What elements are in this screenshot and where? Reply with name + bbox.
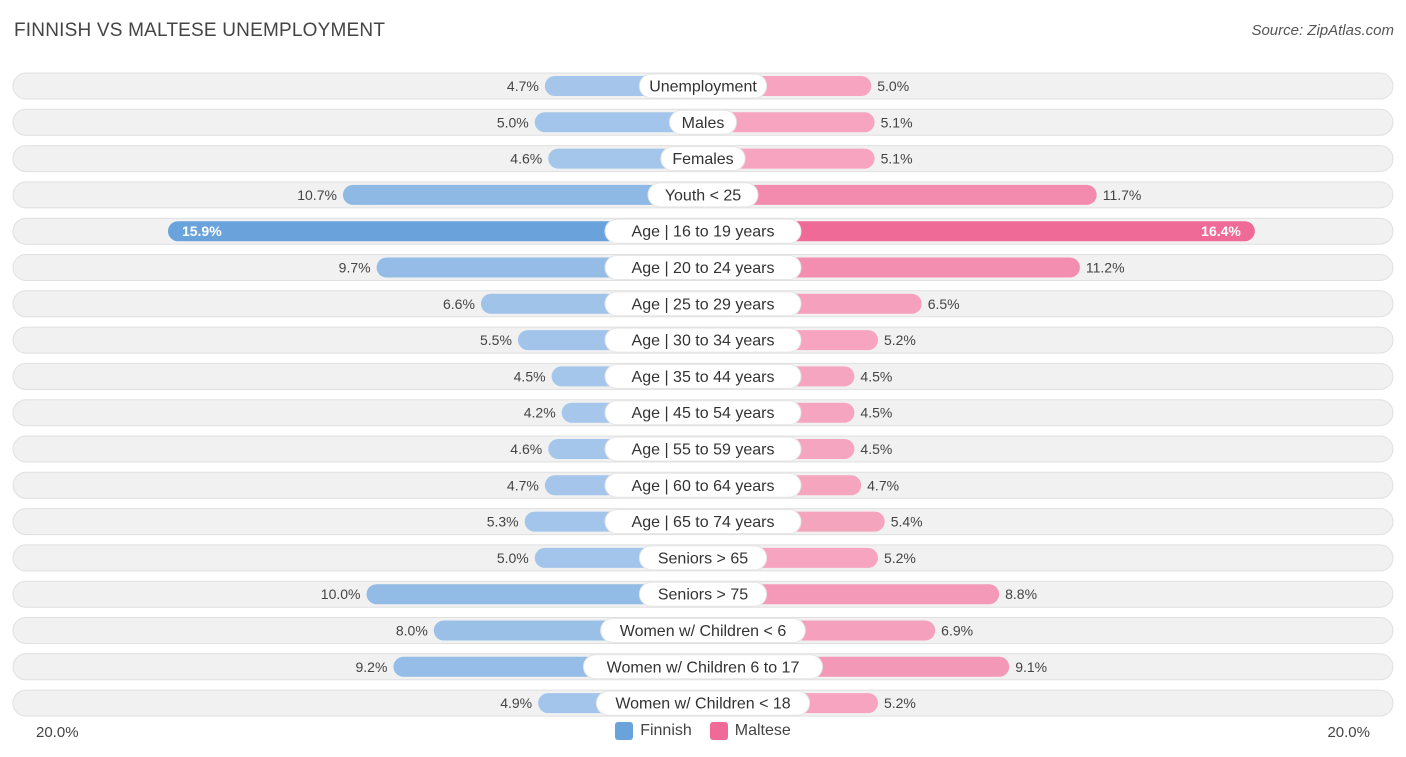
category-label: Women w/ Children < 18 — [615, 696, 790, 713]
source-label: Source: ZipAtlas.com — [1251, 22, 1394, 39]
value-label-maltese: 9.1% — [1015, 659, 1047, 675]
bar-maltese — [703, 148, 875, 169]
value-label-finnish: 5.0% — [497, 550, 529, 566]
bar-finnish — [534, 112, 703, 133]
value-label-maltese: 4.7% — [867, 477, 899, 493]
category-pill — [604, 363, 802, 389]
category-pill — [604, 291, 802, 317]
value-label-maltese: 6.9% — [941, 623, 973, 639]
category-pill — [604, 255, 802, 280]
category-label: Age | 60 to 64 years — [632, 478, 775, 495]
value-label-finnish: 5.3% — [487, 514, 519, 530]
category-pill — [604, 218, 802, 244]
bar-maltese — [703, 112, 875, 133]
value-label-finnish: 4.7% — [507, 477, 539, 493]
value-label-maltese: 5.2% — [884, 550, 916, 566]
axis-left-label: 20.0% — [36, 724, 79, 741]
legend-swatch-finnish — [615, 722, 634, 740]
category-label: Age | 30 to 34 years — [632, 333, 775, 350]
category-pill — [638, 545, 768, 571]
category-pill — [595, 690, 811, 716]
category-label: Age | 65 to 74 years — [632, 514, 775, 531]
category-pill — [604, 400, 802, 426]
value-label-maltese: 4.5% — [860, 405, 892, 421]
category-label: Age | 55 to 59 years — [632, 442, 775, 459]
value-label-maltese: 4.5% — [860, 441, 892, 457]
value-label-finnish: 10.7% — [297, 187, 337, 203]
category-label: Age | 35 to 44 years — [632, 369, 775, 386]
bar-maltese — [703, 584, 1000, 605]
category-label: Youth < 25 — [665, 187, 741, 204]
category-pill — [604, 509, 802, 535]
category-label: Seniors > 75 — [658, 587, 748, 604]
category-label: Age | 16 to 19 years — [632, 224, 775, 241]
category-pill — [647, 182, 759, 208]
value-label-finnish: 4.5% — [514, 368, 546, 384]
value-label-maltese: 5.2% — [884, 695, 916, 711]
category-label: Age | 25 to 29 years — [632, 296, 775, 313]
legend-label-maltese: Maltese — [734, 722, 791, 739]
value-label-maltese: 8.8% — [1005, 586, 1037, 602]
chart-title: FINNISH VS MALTESE UNEMPLOYMENT — [14, 20, 386, 41]
bar-finnish — [167, 221, 704, 242]
bar-finnish — [342, 184, 703, 205]
value-label-maltese: 5.2% — [884, 332, 916, 348]
value-label-maltese: 5.4% — [891, 514, 923, 530]
category-label: Seniors > 65 — [658, 550, 748, 567]
category-label: Women w/ Children 6 to 17 — [607, 659, 800, 676]
value-label-maltese: 11.2% — [1086, 260, 1125, 276]
category-pill — [604, 436, 802, 462]
value-label-maltese: 4.5% — [860, 368, 892, 384]
bar-maltese — [703, 184, 1097, 205]
value-label-maltese: 6.5% — [928, 296, 960, 312]
value-label-finnish: 15.9% — [182, 223, 222, 239]
category-pill — [604, 327, 802, 353]
category-pill — [638, 581, 768, 607]
bar-maltese — [703, 221, 1255, 242]
category-pill — [583, 654, 823, 680]
value-label-finnish: 4.2% — [524, 405, 556, 421]
value-label-finnish: 8.0% — [396, 623, 428, 639]
legend-item-finnish[interactable]: Finnish — [615, 722, 692, 740]
value-label-finnish: 9.2% — [355, 659, 387, 675]
category-label: Age | 20 to 24 years — [632, 260, 775, 277]
value-label-finnish: 5.0% — [497, 114, 529, 130]
legend: Finnish Maltese — [0, 722, 1406, 740]
value-label-maltese: 11.7% — [1103, 187, 1142, 203]
axis-right-label: 20.0% — [1327, 724, 1370, 741]
value-label-maltese: 16.4% — [1201, 223, 1241, 239]
category-pill — [660, 146, 746, 172]
category-label: Age | 45 to 54 years — [632, 405, 775, 422]
legend-swatch-maltese — [709, 722, 728, 740]
value-label-finnish: 10.0% — [321, 586, 361, 602]
value-label-finnish: 4.6% — [510, 441, 542, 457]
category-pill — [638, 73, 768, 99]
category-label: Females — [672, 151, 733, 168]
category-pill — [669, 109, 737, 135]
category-pill — [600, 618, 806, 643]
value-label-finnish: 6.6% — [443, 296, 475, 312]
category-label: Males — [682, 115, 725, 132]
category-pill — [604, 472, 802, 498]
bar-finnish — [366, 584, 703, 605]
value-label-maltese: 5.1% — [881, 151, 913, 167]
value-label-finnish: 4.6% — [510, 151, 542, 167]
category-label: Unemployment — [649, 79, 757, 96]
value-label-finnish: 5.5% — [480, 332, 512, 348]
category-label: Women w/ Children < 6 — [620, 623, 787, 640]
value-label-maltese: 5.1% — [881, 114, 913, 130]
value-label-finnish: 4.9% — [500, 695, 532, 711]
legend-item-maltese[interactable]: Maltese — [709, 722, 791, 740]
value-label-finnish: 4.7% — [507, 78, 539, 94]
value-label-finnish: 9.7% — [339, 260, 371, 276]
value-label-maltese: 5.0% — [877, 78, 909, 94]
legend-label-finnish: Finnish — [640, 722, 692, 739]
